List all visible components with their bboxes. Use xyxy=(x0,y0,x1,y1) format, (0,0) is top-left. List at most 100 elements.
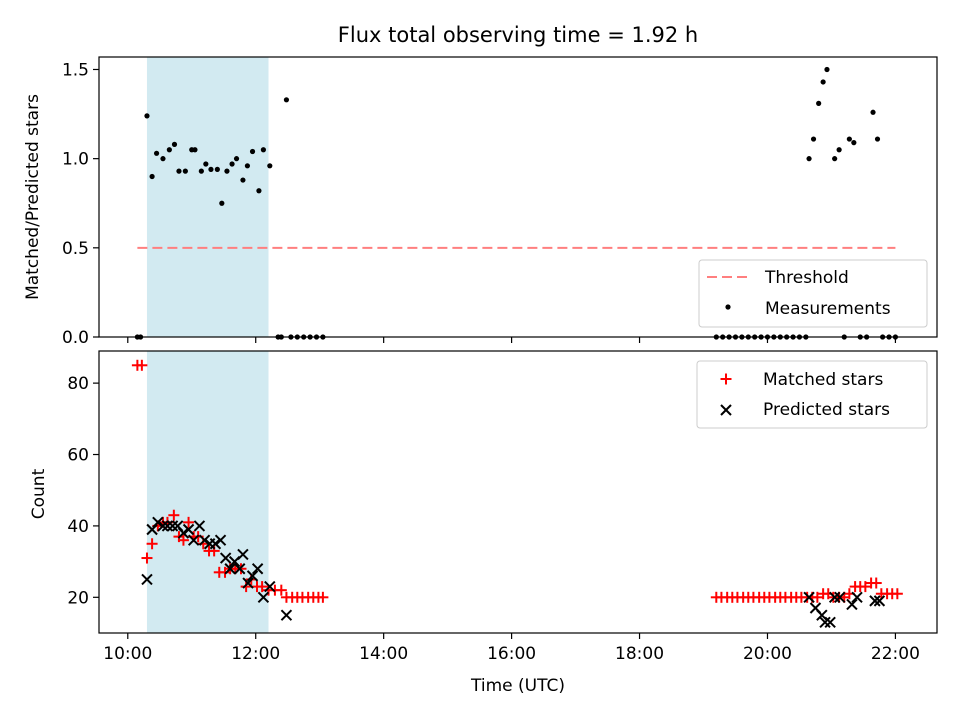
measurement-point xyxy=(149,173,155,180)
predicted-star-point xyxy=(166,520,179,532)
bottom-x-tick-label: 14:00 xyxy=(359,644,408,664)
measurement-point xyxy=(224,168,230,174)
predicted-star-point xyxy=(242,577,254,589)
legend-measurement-label: Measurements xyxy=(765,299,891,319)
top-y-tick-label: 0.5 xyxy=(62,239,89,259)
count-panel: 20 40 60 80 10:00 12:00 14:00 16:00 18:00 20:00 2… xyxy=(29,350,938,696)
top-x-ticks xyxy=(127,337,897,343)
measurement-point xyxy=(244,163,251,169)
legend-plus-marker xyxy=(720,373,732,385)
matched-star-point xyxy=(859,581,871,593)
predicted-star-point xyxy=(869,595,881,607)
measurement-point xyxy=(171,141,178,147)
measurement-point xyxy=(816,100,822,106)
predicted-star-point xyxy=(828,591,841,604)
matched-star-point xyxy=(811,591,823,603)
matched-star-point xyxy=(183,516,195,528)
predicted-star-point xyxy=(251,563,264,575)
measurement-point xyxy=(846,136,852,142)
measurement-point xyxy=(166,147,172,153)
predicted-star-point xyxy=(264,580,276,593)
measurement-point xyxy=(820,79,826,85)
observing-span-bottom xyxy=(146,351,269,633)
predicted-star-point xyxy=(224,563,236,575)
bottom-x-tick-label: 22:00 xyxy=(871,644,920,664)
bottom-y-tick-label: 40 xyxy=(67,517,89,537)
predicted-star-point xyxy=(234,563,246,575)
bottom-y-tick-label: 80 xyxy=(67,374,89,394)
predicted-star-point xyxy=(246,570,259,582)
measurement-point xyxy=(870,109,876,115)
predicted-star-point xyxy=(157,520,169,532)
matched-star-point xyxy=(136,359,148,371)
measurement-point xyxy=(208,166,214,172)
measurement-point xyxy=(160,156,166,162)
legend-x-marker xyxy=(720,404,732,416)
measurement-point xyxy=(198,168,204,174)
measurement-point xyxy=(176,168,182,174)
bottom-y-axis: 20 40 60 80 xyxy=(67,374,99,608)
measurement-point xyxy=(874,136,881,142)
bottom-y-tick-label: 20 xyxy=(67,588,89,608)
measurement-point xyxy=(144,113,150,119)
measurement-point xyxy=(229,161,235,167)
predicted-star-point xyxy=(141,573,153,586)
measurement-point xyxy=(256,188,262,194)
predicted-star-point xyxy=(873,595,886,607)
measurement-point xyxy=(810,136,817,142)
bottom-legend: Matched stars Predicted stars xyxy=(696,360,928,429)
bottom-x-tick-label: 20:00 xyxy=(743,644,792,664)
measurement-point xyxy=(219,200,225,206)
predicted-star-point xyxy=(846,598,858,611)
matched-star-point xyxy=(146,538,158,550)
predicted-star-point xyxy=(803,591,815,604)
measurement-point xyxy=(203,161,209,167)
predicted-star-point xyxy=(851,591,863,604)
matched-star-point xyxy=(317,591,329,603)
legend-threshold-label: Threshold xyxy=(764,268,849,288)
measurement-point xyxy=(240,177,246,183)
top-y-tick-label: 1.0 xyxy=(62,150,89,170)
top-y-axis: 0.0 0.5 1.0 1.5 xyxy=(62,60,99,348)
matched-star-point xyxy=(256,581,268,593)
chart-title: Flux total observing time = 1.92 h xyxy=(338,23,698,47)
predicted-star-point xyxy=(187,534,200,546)
matched-star-point xyxy=(275,584,287,596)
bottom-x-axis: 10:00 12:00 14:00 16:00 18:00 20:00 22:00 xyxy=(103,633,920,664)
matched-star-point xyxy=(870,577,882,589)
top-y-tick-label: 0.0 xyxy=(62,328,89,348)
predicted-star-point xyxy=(209,538,222,550)
predicted-star-point xyxy=(198,534,211,546)
measurement-point xyxy=(153,150,160,156)
measurement-point xyxy=(233,156,240,162)
predicted-star-point xyxy=(182,523,195,536)
measurement-point xyxy=(851,140,857,146)
bottom-x-tick-label: 10:00 xyxy=(103,644,152,664)
legend-matched-swatch xyxy=(720,373,732,385)
predicted-star-point xyxy=(214,534,227,546)
bottom-legend-box xyxy=(696,360,928,429)
top-y-tick-label: 1.5 xyxy=(62,60,89,80)
top-axes-frame xyxy=(98,56,938,338)
bottom-x-tick-label: 12:00 xyxy=(231,644,280,664)
top-y-axis-label: Matched/Predicted stars xyxy=(23,94,43,300)
observing-span-top xyxy=(146,57,269,337)
legend-predicted-swatch xyxy=(720,404,732,416)
top-legend-box xyxy=(698,259,928,328)
matched-star-point xyxy=(177,534,189,546)
measurement-point xyxy=(806,156,812,162)
legend-predicted-label: Predicted stars xyxy=(763,400,890,420)
measurement-point xyxy=(192,147,198,153)
measurement-point xyxy=(836,147,842,153)
measurement-point xyxy=(832,156,838,162)
predicted-star-point xyxy=(193,520,206,532)
x-axis-label: Time (UTC) xyxy=(470,676,565,696)
predicted-star-point xyxy=(819,616,831,628)
bottom-y-tick-label: 60 xyxy=(67,446,89,466)
measurement-point xyxy=(249,148,256,155)
bottom-axes-frame xyxy=(98,350,938,634)
ratio-panel: 0.0 0.5 1.0 1.5 Matched/Predicted stars Thr… xyxy=(23,56,938,348)
bottom-x-tick-label: 16:00 xyxy=(487,644,536,664)
predicted-star-point xyxy=(257,591,270,604)
